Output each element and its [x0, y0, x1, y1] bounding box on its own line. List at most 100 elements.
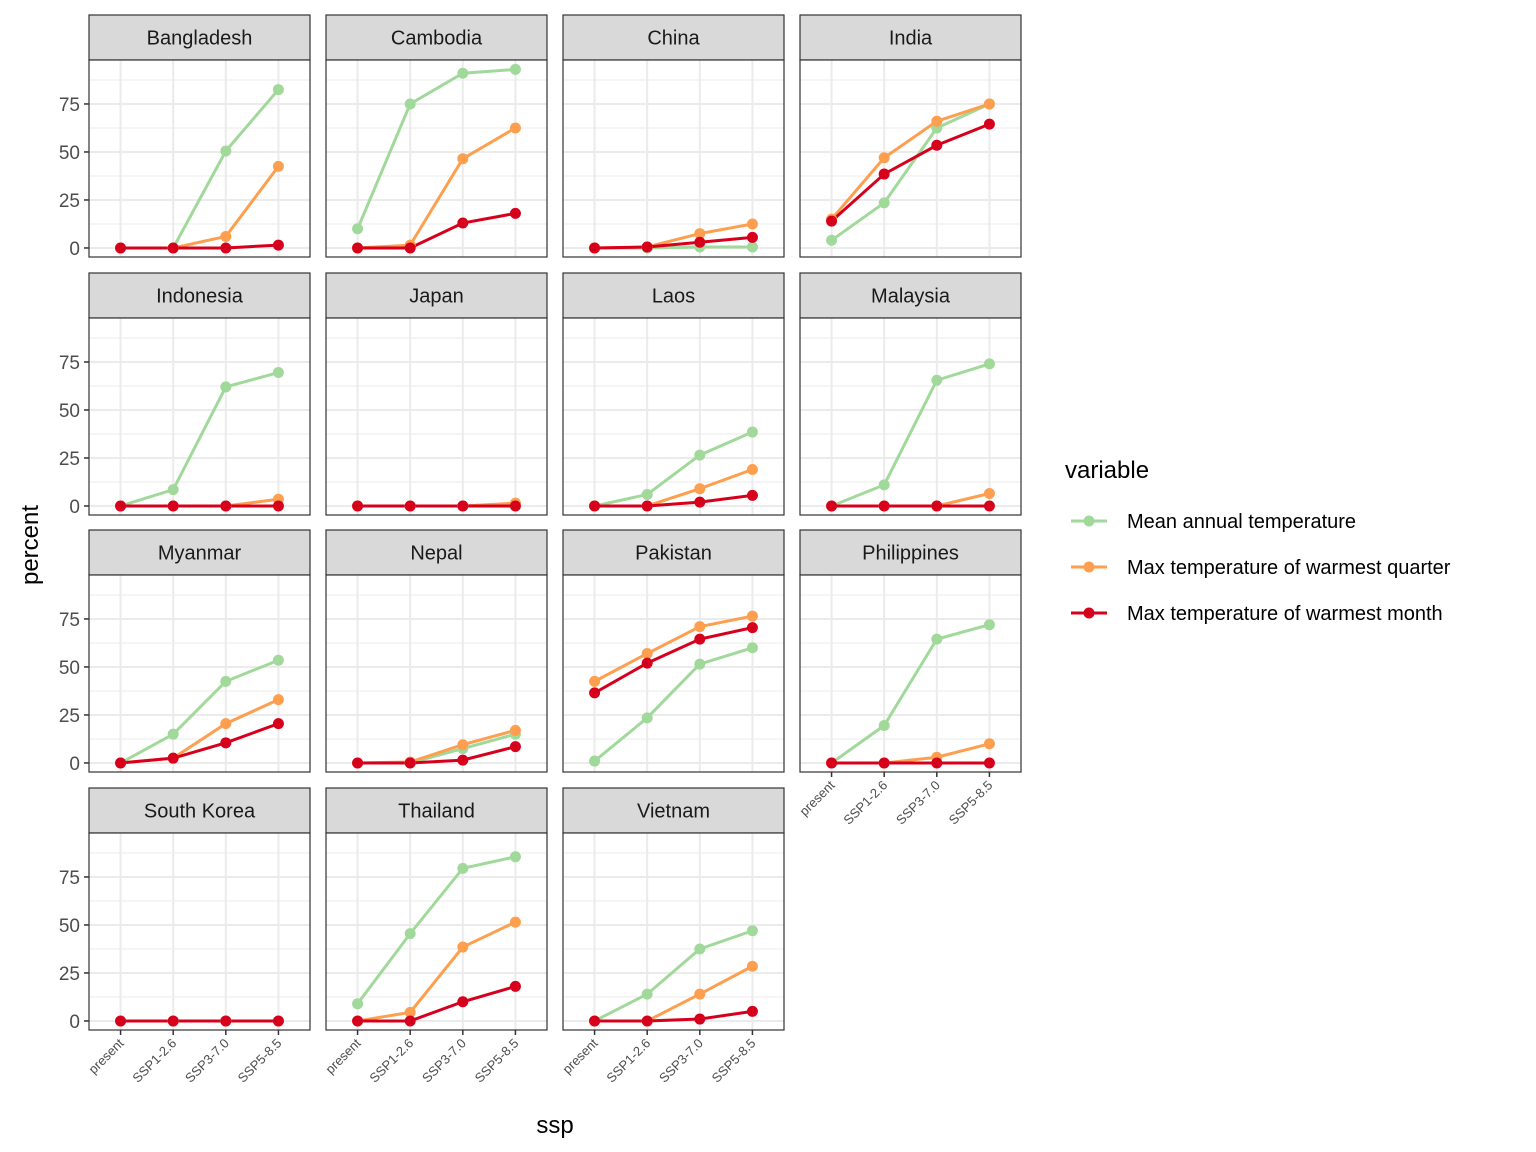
data-point: [694, 483, 706, 495]
series-line-3: [120, 243, 279, 250]
data-point: [694, 1013, 706, 1025]
data-point: [641, 1015, 653, 1027]
data-point: [694, 943, 706, 955]
facet-strip-label: Nepal: [410, 543, 462, 565]
data-point: [746, 231, 758, 243]
data-point: [457, 941, 469, 953]
data-point: [509, 63, 521, 75]
data-point: [694, 228, 706, 240]
panel-border: [88, 59, 311, 258]
legend-key-point: [1083, 561, 1095, 573]
facet-panel-vietnam: Vietnam present SSP1-2.6 SSP3-7.0 SSP5-8.5: [559, 787, 785, 1085]
data-point: [931, 757, 943, 769]
x-tick-label: SSP1-2.6: [840, 778, 890, 828]
data-point: [746, 1005, 758, 1017]
legend-label: Max temperature of warmest quarter: [1127, 557, 1451, 579]
facet-panel-india: India: [799, 14, 1022, 258]
data-point: [457, 862, 469, 874]
data-point: [272, 367, 284, 379]
panel-border: [325, 317, 548, 516]
facet-strip: [562, 14, 785, 61]
facet-strip: [562, 529, 785, 576]
data-point: [404, 1015, 416, 1027]
data-point: [457, 996, 469, 1008]
data-point: [167, 500, 179, 512]
data-point: [931, 374, 943, 386]
facet-strip-label: Myanmar: [158, 543, 242, 565]
facet-strip-label: Philippines: [862, 543, 959, 565]
data-point: [878, 152, 890, 164]
facet-strip-label: Indonesia: [156, 286, 244, 308]
data-point: [641, 657, 653, 669]
series-line-1: [356, 855, 516, 1005]
data-point: [352, 500, 364, 512]
facet-panel-cambodia: Cambodia: [325, 14, 548, 258]
facet-strip-label: Vietnam: [637, 801, 710, 823]
facet-strip: [562, 272, 785, 319]
x-tick-label: SSP1-2.6: [129, 1036, 179, 1086]
facet-strip-label: Thailand: [398, 801, 475, 823]
series-line-2: [830, 102, 990, 221]
y-tick-label: 25: [59, 964, 80, 985]
data-point: [746, 610, 758, 622]
data-point: [694, 988, 706, 1000]
data-point: [983, 98, 995, 110]
series-line-3: [357, 984, 516, 1023]
facet-panel-laos: Laos: [562, 272, 785, 516]
data-point: [983, 118, 995, 130]
series-line-1: [120, 371, 279, 508]
data-point: [746, 925, 758, 937]
series-line-3: [357, 745, 516, 765]
facet-strip-label: Laos: [652, 286, 695, 308]
data-point: [509, 122, 521, 134]
data-point: [220, 737, 232, 749]
facet-strip: [562, 787, 785, 834]
data-point: [509, 916, 521, 928]
data-point: [746, 960, 758, 972]
data-point: [589, 500, 601, 512]
data-point: [457, 67, 469, 79]
data-point: [694, 236, 706, 248]
series-line-3: [830, 122, 990, 223]
data-point: [931, 115, 943, 127]
data-point: [352, 1015, 364, 1027]
facet-panel-thailand: Thailand present SSP1-2.6 SSP3-7.0 SSP5-8.5: [322, 787, 548, 1086]
plot-background: [563, 318, 784, 515]
y-tick-label: 50: [59, 401, 80, 422]
data-point: [167, 484, 179, 496]
x-tick-label: present: [322, 1035, 364, 1077]
data-point: [641, 648, 653, 660]
data-point: [746, 642, 758, 654]
data-point: [509, 207, 521, 219]
data-point: [457, 153, 469, 165]
legend-key-point: [1083, 607, 1095, 619]
data-point: [509, 980, 521, 992]
data-point: [220, 381, 232, 393]
facet-panel-pakistan: Pakistan: [562, 529, 785, 773]
x-tick-label: SSP1-2.6: [366, 1036, 416, 1086]
plot-background: [89, 318, 310, 515]
legend-label: Mean annual temperature: [1127, 511, 1356, 533]
panel-border: [562, 832, 785, 1031]
y-tick-label: 25: [59, 706, 80, 727]
facet-strip: [799, 14, 1022, 61]
facet-strip-label: Pakistan: [635, 543, 712, 565]
data-point: [115, 1015, 127, 1027]
data-point: [404, 757, 416, 769]
data-point: [694, 621, 706, 633]
facet-panel-japan: Japan: [325, 272, 548, 516]
data-point: [983, 500, 995, 512]
x-tick-label: SSP5-8.5: [235, 1036, 285, 1086]
legend: variable Mean annual temperature Max temp…: [1065, 457, 1451, 625]
plot-background: [800, 318, 1021, 515]
panel-border: [562, 574, 785, 773]
y-tick-label: 0: [69, 239, 80, 260]
legend-entry: Mean annual temperature: [1071, 511, 1356, 533]
y-tick-label: 75: [59, 95, 80, 116]
data-point: [746, 426, 758, 438]
series-line-3: [594, 493, 753, 508]
series-line-1: [356, 67, 516, 230]
data-point: [931, 500, 943, 512]
series-line-1: [593, 646, 753, 763]
y-tick-label: 75: [59, 353, 80, 374]
